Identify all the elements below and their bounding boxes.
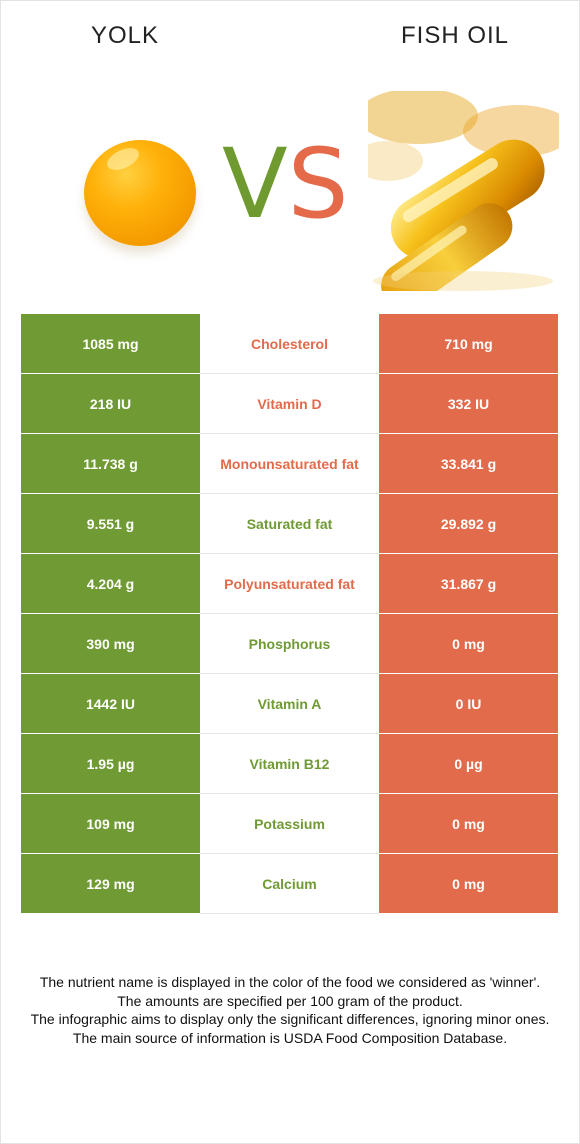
- footnote-line-source: The main source of information is USDA F…: [72, 1029, 508, 1046]
- fish-oil-capsules-icon: [368, 91, 559, 291]
- fish-oil-value-cell: 33.841 g: [379, 434, 558, 493]
- table-row: 109 mg Potassium 0 mg: [21, 794, 558, 854]
- fish-oil-value-cell: 710 mg: [379, 314, 558, 373]
- nutrient-name-cell: Monounsaturated fat: [200, 434, 379, 494]
- fish-oil-value-cell: 0 IU: [379, 674, 558, 733]
- fish-oil-value-cell: 332 IU: [379, 374, 558, 433]
- fish-oil-value-cell: 29.892 g: [379, 494, 558, 553]
- yolk-value-cell: 129 mg: [21, 854, 200, 913]
- yolk-value-cell: 11.738 g: [21, 434, 200, 493]
- yolk-value-cell: 4.204 g: [21, 554, 200, 613]
- table-row: 4.204 g Polyunsaturated fat 31.867 g: [21, 554, 558, 614]
- nutrient-name-cell: Saturated fat: [200, 494, 379, 554]
- nutrient-name-cell: Vitamin D: [200, 374, 379, 434]
- fish-oil-value-cell: 0 mg: [379, 854, 558, 913]
- nutrient-name-cell: Vitamin A: [200, 674, 379, 734]
- footnote-line-aims: The infographic aims to display only the…: [30, 1011, 550, 1027]
- fish-oil-image: [368, 91, 559, 291]
- table-row: 9.551 g Saturated fat 29.892 g: [21, 494, 558, 554]
- fish-oil-value-cell: 0 mg: [379, 614, 558, 673]
- table-row: 390 mg Phosphorus 0 mg: [21, 614, 558, 674]
- nutrient-name-cell: Potassium: [200, 794, 379, 854]
- fish-oil-value-cell: 0 µg: [379, 734, 558, 793]
- fish-oil-value-cell: 31.867 g: [379, 554, 558, 613]
- nutrient-name-cell: Calcium: [200, 854, 379, 914]
- yolk-value-cell: 1085 mg: [21, 314, 200, 373]
- yolk-value-cell: 109 mg: [21, 794, 200, 853]
- yolk-image: [84, 140, 196, 246]
- table-row: 11.738 g Monounsaturated fat 33.841 g: [21, 434, 558, 494]
- vs-v-letter: V: [222, 128, 288, 240]
- yolk-value-cell: 1442 IU: [21, 674, 200, 733]
- yolk-value-cell: 390 mg: [21, 614, 200, 673]
- table-row: 1.95 µg Vitamin B12 0 µg: [21, 734, 558, 794]
- nutrient-name-cell: Vitamin B12: [200, 734, 379, 794]
- nutrient-name-cell: Phosphorus: [200, 614, 379, 674]
- yolk-value-cell: 9.551 g: [21, 494, 200, 553]
- footnote: The nutrient name is displayed in the co…: [20, 973, 560, 1047]
- vs-label: VS: [222, 134, 349, 234]
- table-row: 218 IU Vitamin D 332 IU: [21, 374, 558, 434]
- footnote-line-amounts: The amounts are specified per 100 gram o…: [117, 992, 463, 1009]
- nutrient-name-cell: Polyunsaturated fat: [200, 554, 379, 614]
- table-row: 129 mg Calcium 0 mg: [21, 854, 558, 914]
- nutrient-name-cell: Cholesterol: [200, 314, 379, 374]
- footnote-line-winner: The nutrient name is displayed in the co…: [39, 974, 541, 990]
- food-title-right: FISH OIL: [400, 22, 510, 49]
- food-title-left: YOLK: [90, 22, 160, 49]
- table-row: 1085 mg Cholesterol 710 mg: [21, 314, 558, 374]
- yolk-value-cell: 1.95 µg: [21, 734, 200, 793]
- vs-s-letter: S: [287, 128, 349, 240]
- yolk-value-cell: 218 IU: [21, 374, 200, 433]
- fish-oil-value-cell: 0 mg: [379, 794, 558, 853]
